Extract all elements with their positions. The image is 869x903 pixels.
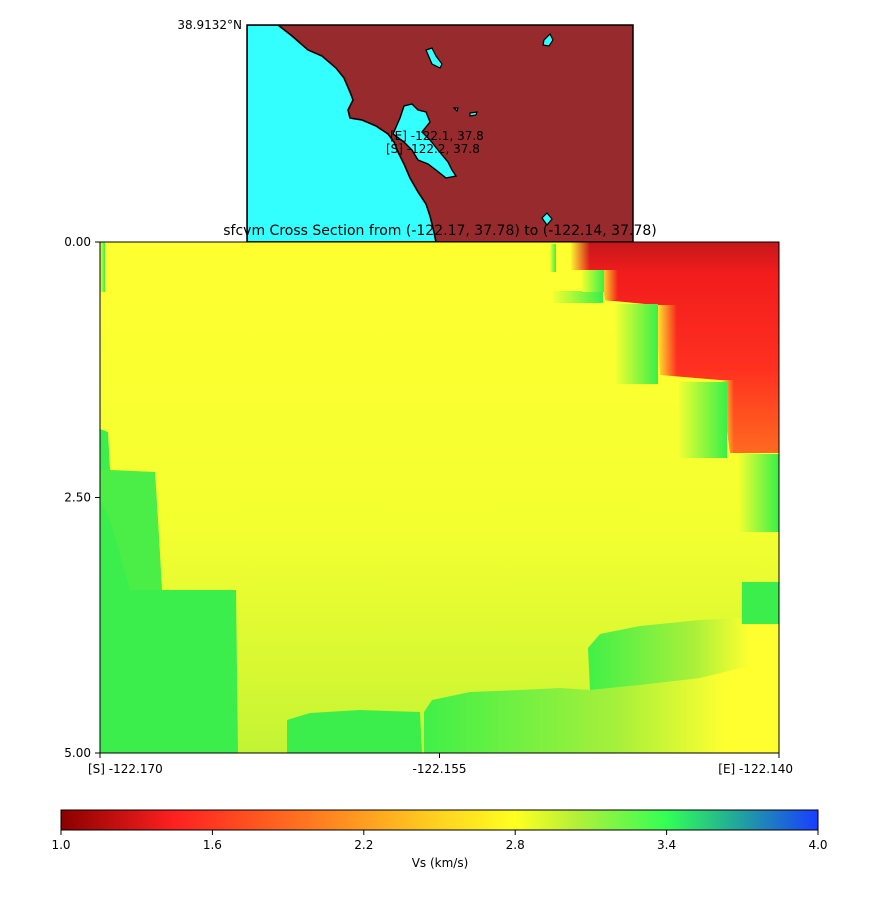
lake-2 — [542, 32, 554, 47]
cross-section-plot: sfcvm Cross Section from (-122.17, 37.78… — [64, 223, 793, 776]
lake-5 — [452, 107, 459, 113]
x-axis: [S] -122.170 -122.155 [E] -122.140 — [88, 753, 793, 776]
colorbar-tick-label: 1.0 — [51, 838, 70, 852]
colorbar-ticks: 1.0 1.6 2.2 2.8 3.4 4.0 — [51, 830, 828, 852]
map-top-lat-label: 38.9132°N — [177, 18, 242, 32]
map-inset: 38.9132°N [E] -122.1, 37.8 [S] -122.2, 3… — [177, 18, 634, 243]
map-ocean — [247, 25, 437, 242]
fast-east-step-region — [588, 618, 779, 690]
plot-title: sfcvm Cross Section from (-122.17, 37.78… — [223, 223, 656, 239]
x-tick-label: -122.155 — [413, 762, 467, 776]
colorbar-tick-label: 3.4 — [657, 838, 676, 852]
colorbar-label: Vs (km/s) — [412, 856, 469, 870]
colorbar-gradient — [60, 809, 819, 831]
lake-1 — [425, 47, 443, 69]
colorbar: 1.0 1.6 2.2 2.8 3.4 4.0 Vs (km/s) — [51, 809, 828, 870]
y-axis: 0.00 2.50 5.00 — [64, 235, 100, 760]
colorbar-tick-label: 4.0 — [808, 838, 827, 852]
x-tick-label: [E] -122.140 — [718, 762, 793, 776]
fast-east-corner-region — [742, 582, 779, 624]
map-marker-start: [S] -122.2, 37.8 — [386, 142, 480, 156]
fast-east-bottom-region — [424, 660, 779, 753]
lake-3 — [541, 212, 553, 226]
y-tick-label: 2.50 — [64, 491, 91, 505]
x-tick-label: [S] -122.170 — [88, 762, 163, 776]
lake-4 — [469, 111, 478, 117]
colorbar-tick-label: 1.6 — [203, 838, 222, 852]
boundary-strips — [100, 242, 779, 532]
map-marker-end: [E] -122.1, 37.8 — [390, 129, 484, 143]
colorbar-tick-label: 2.8 — [506, 838, 525, 852]
fast-center-bottom-region — [287, 710, 422, 753]
y-tick-label: 0.00 — [64, 235, 91, 249]
map-bay — [392, 103, 458, 179]
colorbar-tick-label: 2.2 — [354, 838, 373, 852]
y-tick-label: 5.00 — [64, 746, 91, 760]
